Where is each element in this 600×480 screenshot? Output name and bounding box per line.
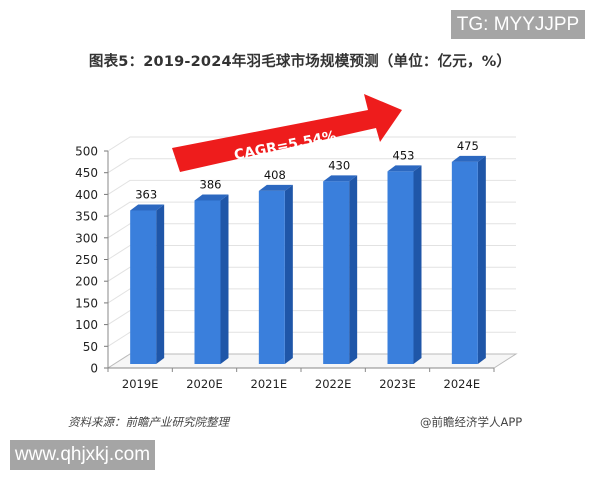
bar: 386 [194,177,229,364]
watermark-top: TG: MYYJJPP [451,10,585,39]
y-tick-label: 200 [75,275,98,289]
watermark-bottom: www.qhjxkj.com [10,440,155,470]
y-tick-label: 0 [90,362,98,376]
y-tick-label: 150 [75,296,98,310]
credit-note: @前瞻经济学人APP [420,415,523,429]
x-tick-label: 2024E [444,377,481,391]
x-tick-label: 2020E [186,377,223,391]
bar: 430 [323,158,358,364]
cagr-arrow: CAGR=5.54% [172,94,402,172]
y-tick-label: 250 [75,253,98,267]
bar-value-label: 363 [135,187,157,201]
y-tick-label: 500 [75,145,98,159]
y-tick-label: 400 [75,188,98,202]
y-tick-label: 300 [75,231,98,245]
x-tick-label: 2023E [379,377,416,391]
bar-value-label: 475 [457,139,479,153]
bar: 475 [451,139,486,364]
y-tick-label: 100 [75,318,98,332]
y-axis: 0 50 100 150 200 250 300 350 400 450 500 [75,145,109,376]
x-tick-label: 2021E [251,377,288,391]
x-tick-label: 2019E [122,377,159,391]
x-axis: 2019E 2020E 2021E 2022E 2023E 2024E [107,367,495,391]
bar: 453 [387,148,422,364]
bar: 363 [130,187,165,364]
chart-title: 图表5：2019-2024年羽毛球市场规模预测（单位：亿元，%） [88,54,512,70]
x-tick-label: 2022E [315,377,352,391]
bar-value-label: 386 [200,177,222,191]
source-note: 资料来源：前瞻产业研究院整理 [68,415,229,429]
y-tick-label: 350 [75,210,98,224]
bars: 363 386 408 430 453 475 [130,139,486,364]
bar-value-label: 453 [393,148,415,162]
bar: 408 [258,168,293,364]
bar-value-label: 430 [328,158,350,172]
y-tick-label: 450 [75,166,98,180]
y-tick-label: 50 [83,340,98,354]
bar-value-label: 408 [264,168,286,182]
